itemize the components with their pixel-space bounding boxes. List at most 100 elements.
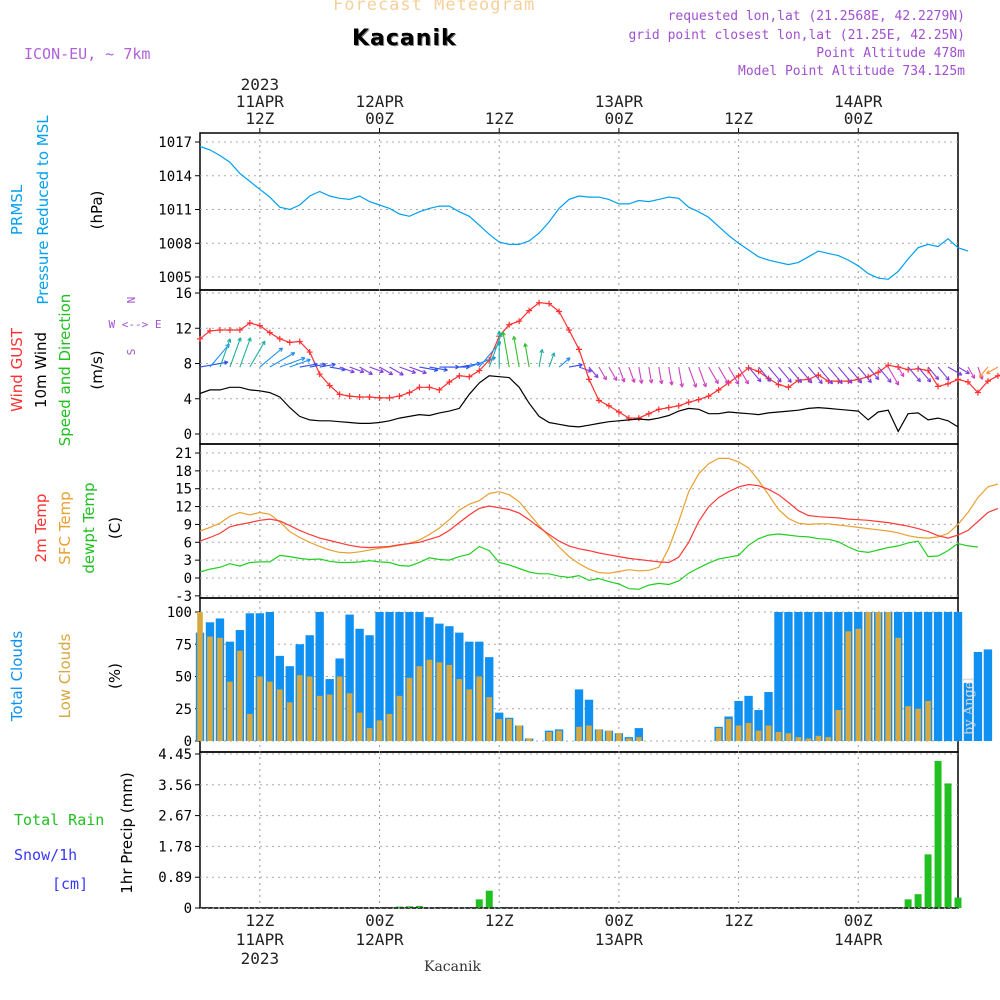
low-cloud-label: Low Clouds bbox=[56, 633, 74, 718]
wind-arrow bbox=[986, 366, 999, 375]
gust-label: Wind GUST bbox=[8, 327, 26, 412]
low-cloud-bar bbox=[775, 731, 782, 741]
wind-arrow bbox=[867, 366, 880, 381]
low-cloud-bar bbox=[247, 713, 253, 741]
low-cloud-bar bbox=[306, 676, 313, 741]
gust-marker bbox=[376, 394, 383, 401]
gust-markers bbox=[197, 299, 1000, 422]
y-axis-r: 0 0.89 1.78 2.67 3.56 4.45 bbox=[158, 747, 958, 917]
wind-arrow bbox=[329, 366, 346, 372]
low-cloud-bar bbox=[326, 694, 333, 741]
panel-frame-w bbox=[199, 289, 959, 445]
footer-station: Kacanik bbox=[424, 959, 481, 975]
low-cloud-bar bbox=[616, 733, 622, 741]
y-tick-label: 6 bbox=[184, 535, 192, 551]
gust-marker bbox=[715, 386, 722, 393]
temp-unit: (C) bbox=[106, 517, 124, 539]
total-cloud-bar bbox=[265, 612, 275, 741]
y-tick-label: 1008 bbox=[158, 236, 192, 252]
total-cloud-bar bbox=[734, 701, 743, 741]
y-tick-label: 4 bbox=[184, 392, 192, 408]
compass-n: N bbox=[125, 297, 138, 304]
pressure-label-short: PRMSL bbox=[8, 184, 26, 235]
low-cloud-bar bbox=[336, 676, 343, 741]
wind-arrow bbox=[708, 366, 719, 385]
total-cloud-label: Total Clouds bbox=[8, 631, 26, 723]
rain-bar bbox=[944, 783, 952, 908]
wind-arrow bbox=[638, 366, 644, 384]
low-cloud-bar bbox=[785, 733, 792, 741]
wind-speed-line bbox=[199, 375, 959, 433]
gust-marker bbox=[416, 384, 423, 391]
gust-marker bbox=[436, 386, 443, 393]
wind-arrow bbox=[698, 366, 707, 388]
wind-arrow bbox=[957, 366, 970, 375]
total-cloud-bar bbox=[584, 699, 594, 741]
wind-arrow bbox=[512, 335, 520, 368]
gust-marker bbox=[306, 349, 313, 356]
y-tick-label: 0 bbox=[184, 734, 192, 750]
total-cloud-bar bbox=[973, 651, 983, 741]
low-cloud-bar bbox=[865, 612, 872, 741]
low-cloud-bar bbox=[915, 708, 921, 741]
total-cloud-bar bbox=[953, 612, 963, 741]
y-tick-label: 0.89 bbox=[158, 870, 192, 886]
top-time-label: 00Z bbox=[604, 109, 633, 128]
gust-marker bbox=[546, 300, 553, 307]
wind-arrow bbox=[947, 366, 963, 376]
wind-arrow bbox=[379, 366, 394, 376]
low-cloud-bar bbox=[925, 701, 931, 741]
compass-we: W <--> E bbox=[109, 318, 162, 331]
low-cloud-bar bbox=[267, 681, 273, 741]
rain-label: Total Rain bbox=[14, 811, 104, 829]
gust-marker bbox=[635, 415, 642, 422]
wind-arrow bbox=[847, 366, 863, 384]
cloud-bars bbox=[195, 612, 993, 741]
y-tick-label: 12 bbox=[175, 321, 192, 337]
total-cloud-bar bbox=[574, 689, 584, 741]
gust-marker bbox=[276, 335, 283, 342]
y-axis-t: -3 0 3 6 912 15 18 21 bbox=[175, 446, 958, 605]
wind-arrow bbox=[359, 366, 373, 375]
low-cloud-bar bbox=[446, 664, 453, 741]
wind-arrow bbox=[339, 366, 355, 374]
low-cloud-bar bbox=[436, 662, 443, 741]
gust-marker bbox=[955, 376, 961, 383]
gust-marker bbox=[326, 382, 333, 389]
top-time-label: 00Z bbox=[844, 109, 873, 128]
gust-marker bbox=[994, 372, 1000, 379]
gust-marker bbox=[875, 369, 882, 376]
wind-arrow bbox=[349, 366, 365, 374]
panel-frame-p bbox=[199, 132, 959, 291]
wind-arrow bbox=[718, 366, 729, 385]
low-cloud-bar bbox=[227, 681, 233, 741]
low-cloud-bar bbox=[356, 712, 363, 741]
low-cloud-bar bbox=[546, 731, 552, 741]
low-cloud-bar bbox=[855, 628, 862, 741]
top-time-label: 12Z bbox=[245, 109, 274, 128]
total-cloud-bar bbox=[405, 612, 414, 741]
gust-marker bbox=[815, 371, 822, 378]
y-tick-label: 1011 bbox=[158, 203, 192, 219]
y-tick-label: 12 bbox=[175, 500, 192, 516]
gust-marker bbox=[286, 339, 293, 346]
wind-arrow bbox=[548, 352, 556, 368]
rain-bar bbox=[405, 906, 413, 908]
pressure-line bbox=[199, 145, 969, 280]
pressure-label-long: Pressure Reduced to MSL bbox=[34, 115, 52, 305]
low-cloud-bar bbox=[296, 675, 303, 741]
wind-arrow bbox=[269, 352, 296, 368]
wind-arrow bbox=[768, 366, 782, 383]
low-cloud-bar bbox=[456, 679, 463, 741]
low-cloud-bar bbox=[755, 730, 762, 741]
precip-unit: 1hr Precip (mm) bbox=[118, 772, 136, 893]
wind-arrow bbox=[937, 366, 950, 381]
y-tick-label: -3 bbox=[175, 589, 192, 605]
gust-marker bbox=[256, 322, 263, 329]
low-cloud-bar bbox=[636, 737, 642, 741]
low-cloud-bar bbox=[606, 730, 612, 741]
low-cloud-bar bbox=[516, 725, 522, 741]
wind-arrow bbox=[568, 362, 583, 368]
gust-marker bbox=[246, 319, 253, 326]
gust-marker bbox=[645, 410, 652, 417]
